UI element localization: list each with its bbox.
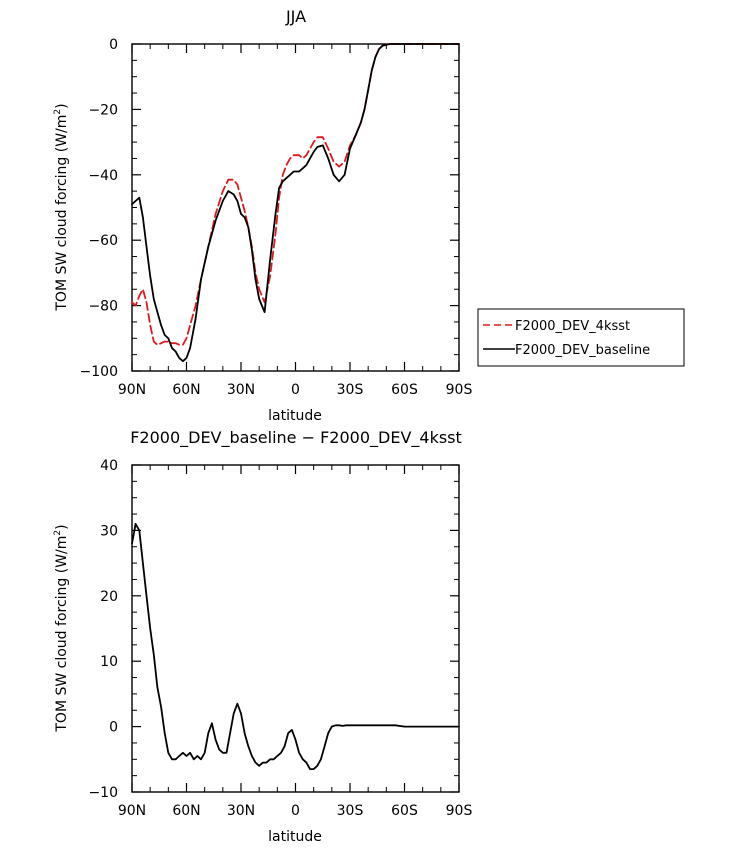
top-series bbox=[131, 43, 460, 363]
top-title: JJA bbox=[285, 7, 306, 26]
bottom-y-tick-label: 30 bbox=[100, 523, 118, 539]
top-x-tick-label: 60N bbox=[172, 382, 200, 398]
bottom-x-tick-label: 90N bbox=[118, 803, 146, 819]
top-series-f2000-dev-baseline bbox=[131, 43, 460, 363]
top-x-tick-label: 90S bbox=[446, 382, 473, 398]
bottom-y-tick-label: 20 bbox=[100, 589, 118, 605]
bottom-x-tick-label: 60S bbox=[391, 803, 418, 819]
top-y-tick-label: 0 bbox=[109, 37, 118, 53]
top-x-axis-label: latitude bbox=[268, 408, 322, 424]
bottom-y-tick-label: 0 bbox=[109, 720, 118, 736]
top-series-f2000-dev-4ksst bbox=[131, 43, 460, 346]
bottom-x-tick-label: 90S bbox=[446, 803, 473, 819]
top-x-tick-labels: 90N 60N 30N 0 30S 60S 90S bbox=[118, 382, 473, 398]
top-y-tick-labels: 0 −20 −40 −60 −80 −100 bbox=[80, 37, 118, 380]
bottom-x-tick-label: 30N bbox=[227, 803, 255, 819]
bottom-y-tick-label: 10 bbox=[100, 654, 118, 670]
bottom-y-tick-label: 40 bbox=[100, 458, 118, 474]
top-y-tick-label: −100 bbox=[80, 364, 118, 380]
legend-label-baseline: F2000_DEV_baseline bbox=[515, 343, 650, 358]
top-y-axis-label: TOM SW cloud forcing (W/m2) bbox=[53, 103, 70, 311]
bottom-x-tick-label: 30S bbox=[337, 803, 364, 819]
top-x-tick-label: 30S bbox=[337, 382, 364, 398]
top-y-tick-label: −80 bbox=[88, 299, 118, 315]
bottom-x-tick-labels: 90N 60N 30N 0 30S 60S 90S bbox=[118, 803, 473, 819]
top-panel: JJA 90N 60N 30N 0 30S 60S 90S 0 −20 −40 −60 −80 −10… bbox=[53, 7, 685, 424]
bottom-x-axis-label: latitude bbox=[268, 829, 322, 845]
top-ticks bbox=[131, 43, 460, 372]
top-x-tick-label: 30N bbox=[227, 382, 255, 398]
bottom-panel: F2000_DEV_baseline − F2000_DEV_4ksst 90N… bbox=[53, 428, 472, 845]
bottom-y-tick-label: −10 bbox=[88, 785, 118, 801]
legend-label-4ksst: F2000_DEV_4ksst bbox=[515, 319, 630, 334]
bottom-x-tick-label: 60N bbox=[172, 803, 200, 819]
bottom-ticks bbox=[131, 464, 460, 793]
bottom-series-f2000-dev-baseline-f2000-dev-4ksst bbox=[131, 523, 460, 770]
bottom-series bbox=[131, 523, 460, 770]
legend-box bbox=[477, 308, 685, 367]
bottom-x-tick-label: 0 bbox=[291, 803, 300, 819]
bottom-title: F2000_DEV_baseline − F2000_DEV_4ksst bbox=[130, 428, 462, 448]
top-y-tick-label: −40 bbox=[88, 168, 118, 184]
top-y-tick-label: −20 bbox=[88, 102, 118, 118]
top-plot-frame bbox=[131, 43, 460, 372]
top-x-tick-label: 90N bbox=[118, 382, 146, 398]
bottom-y-tick-labels: 40 30 20 10 0 −10 bbox=[88, 458, 118, 801]
bottom-y-axis-label: TOM SW cloud forcing (W/m2) bbox=[53, 524, 70, 732]
top-x-tick-label: 60S bbox=[391, 382, 418, 398]
top-x-tick-label: 0 bbox=[291, 382, 300, 398]
top-y-tick-label: −60 bbox=[88, 233, 118, 249]
legend: F2000_DEV_4ksst F2000_DEV_baseline bbox=[477, 308, 685, 367]
